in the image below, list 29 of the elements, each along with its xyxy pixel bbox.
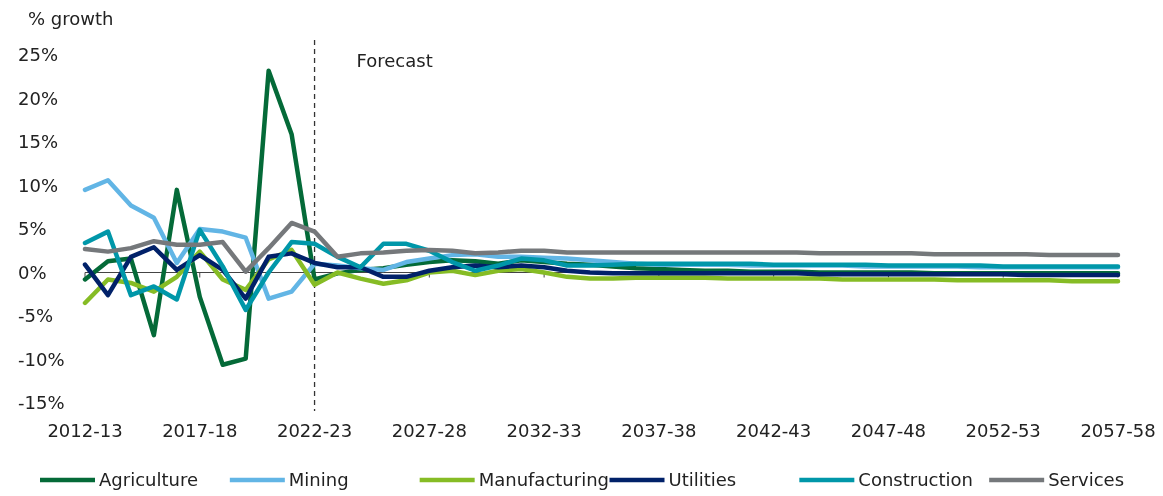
y-tick-label: 20%: [18, 87, 59, 109]
x-tick-label: 2032-33: [506, 420, 582, 441]
x-tick-label: 2052-53: [965, 420, 1041, 441]
y-axis-title: % growth: [28, 8, 114, 29]
legend-label: Utilities: [668, 469, 737, 491]
x-tick-label: 2042-43: [736, 420, 812, 441]
x-tick-label: 2057-58: [1080, 420, 1156, 441]
x-tick-label: 2037-38: [621, 420, 697, 441]
legend-label: Manufacturing: [478, 469, 610, 491]
y-tick-label: 10%: [18, 174, 59, 196]
y-tick-label: -15%: [18, 392, 65, 414]
x-tick-label: 2012-13: [47, 420, 123, 441]
x-tick-label: 2027-28: [391, 420, 467, 441]
y-tick-label: 0%: [18, 261, 47, 283]
legend-label: Agriculture: [99, 469, 198, 491]
y-tick-label: -5%: [18, 305, 54, 327]
y-tick-label: -10%: [18, 348, 65, 370]
y-tick-label: 5%: [18, 218, 47, 240]
x-tick-label: 2047-48: [850, 420, 927, 441]
y-tick-label: 25%: [18, 44, 59, 66]
ref-line-label: Forecast: [356, 50, 433, 71]
x-tick-label: 2022-23: [276, 420, 353, 441]
line-series: [82, 220, 1121, 274]
legend-label: Construction: [858, 469, 973, 491]
legend-label: Services: [1048, 469, 1125, 491]
y-tick-label: 15%: [18, 131, 59, 153]
line-series: [82, 227, 1121, 313]
legend-label: Mining: [288, 469, 349, 491]
x-tick-label: 2017-18: [162, 420, 238, 441]
